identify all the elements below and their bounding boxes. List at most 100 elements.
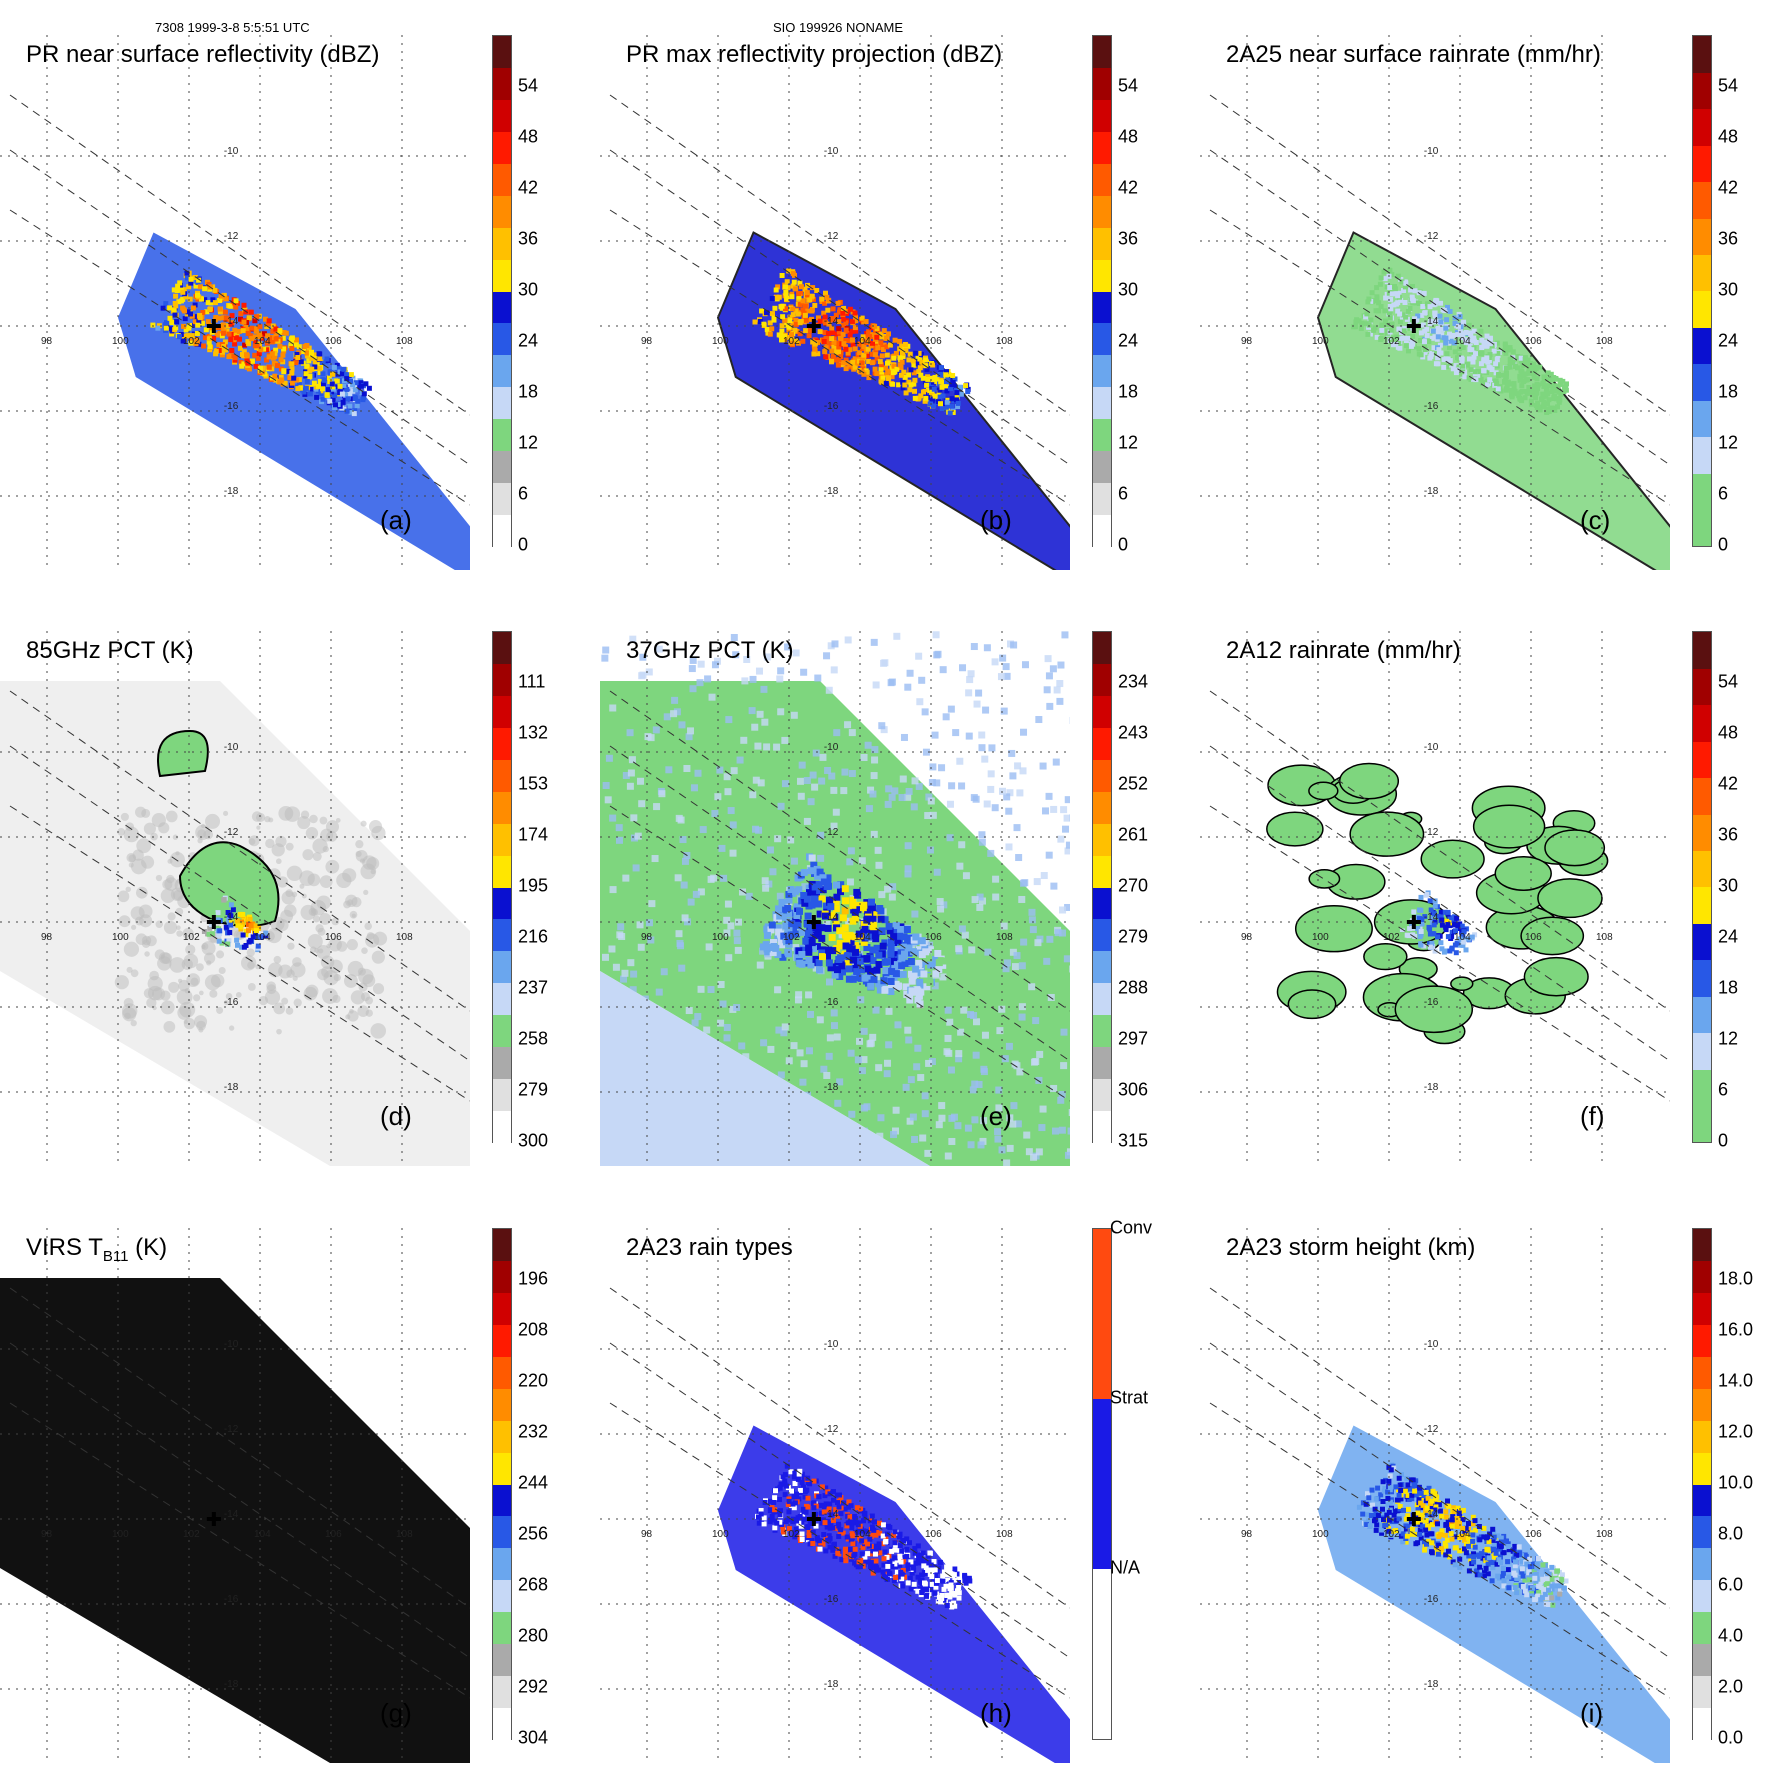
colorbar-tick: 0.0: [1718, 1728, 1743, 1749]
lat-label: -10: [824, 1339, 838, 1350]
lon-label: 102: [183, 336, 200, 347]
colorbar-tick: 234: [1118, 672, 1148, 693]
colorbar-tick: 244: [518, 1473, 548, 1494]
lat-label: -10: [1424, 146, 1438, 157]
colorbar-tick: 256: [518, 1524, 548, 1545]
lon-label: 104: [854, 336, 871, 347]
colorbar-i: [1692, 1228, 1712, 1740]
lon-label: 100: [112, 1529, 129, 1540]
panel-title: 85GHz PCT (K): [26, 637, 194, 665]
lat-label: -14: [1424, 316, 1438, 327]
colorbar-b: [1092, 35, 1112, 547]
lon-label: 100: [1312, 336, 1329, 347]
lon-label: 98: [641, 932, 652, 943]
colorbar-tick: 30: [518, 280, 538, 301]
panel-c: 98100102104106108-10-12-14-16-18-202A25 …: [1200, 35, 1771, 595]
lon-label: 108: [396, 1529, 413, 1540]
panel-e: 98100102104106108-10-12-14-16-18-2037GHz…: [600, 631, 1200, 1191]
lat-label: -14: [224, 912, 238, 923]
colorbar-tick: 36: [518, 229, 538, 250]
lat-label: -12: [224, 231, 238, 242]
lat-label: -16: [1424, 997, 1438, 1008]
lon-label: 100: [1312, 932, 1329, 943]
colorbar-tick: 280: [518, 1626, 548, 1647]
lon-label: 104: [254, 1529, 271, 1540]
colorbar-tick: Strat: [1110, 1388, 1148, 1409]
lon-label: 106: [925, 1529, 942, 1540]
colorbar-tick: 208: [518, 1320, 548, 1341]
colorbar-tick: 12: [1118, 433, 1138, 454]
lon-label: 102: [183, 1529, 200, 1540]
colorbar-tick: 216: [518, 927, 548, 948]
lat-label: -18: [224, 1082, 238, 1093]
lon-label: 100: [112, 932, 129, 943]
colorbar-tick: 279: [518, 1080, 548, 1101]
lat-label: -16: [824, 401, 838, 412]
colorbar-e: [1092, 631, 1112, 1143]
colorbar-tick: 18: [1718, 382, 1738, 403]
colorbar-tick: 132: [518, 723, 548, 744]
lat-label: -14: [1424, 912, 1438, 923]
colorbar-tick: 42: [1118, 178, 1138, 199]
colorbar-tick: 270: [1118, 876, 1148, 897]
lat-label: -14: [824, 1509, 838, 1520]
lat-label: -18: [824, 1679, 838, 1690]
lon-label: 106: [925, 336, 942, 347]
colorbar-tick: 0: [518, 535, 528, 556]
colorbar-tick: 0: [1118, 535, 1128, 556]
colorbar-tick: 6: [518, 484, 528, 505]
lon-label: 108: [396, 932, 413, 943]
panel-title: PR max reflectivity projection (dBZ): [626, 41, 1002, 69]
colorbar-tick: 0: [1718, 1131, 1728, 1152]
colorbar-tick: 36: [1118, 229, 1138, 250]
colorbar-tick: 24: [1718, 927, 1738, 948]
lat-label: -16: [224, 997, 238, 1008]
colorbar-tick: 36: [1718, 229, 1738, 250]
lon-label: 108: [1596, 336, 1613, 347]
lat-label: -18: [224, 1679, 238, 1690]
lon-label: 104: [254, 932, 271, 943]
colorbar-h: [1092, 1228, 1112, 1740]
colorbar-tick: 243: [1118, 723, 1148, 744]
lon-label: 102: [1383, 1529, 1400, 1540]
lon-label: 104: [1454, 1529, 1471, 1540]
panel-letter: (i): [1580, 1698, 1603, 1729]
lat-label: -14: [824, 316, 838, 327]
lon-label: 104: [1454, 336, 1471, 347]
lon-label: 108: [1596, 1529, 1613, 1540]
colorbar-tick: 48: [518, 127, 538, 148]
lon-label: 106: [925, 932, 942, 943]
colorbar-tick: 292: [518, 1677, 548, 1698]
colorbar-g: [492, 1228, 512, 1740]
panel-d: 98100102104106108-10-12-14-16-18-2085GHz…: [0, 631, 600, 1191]
colorbar-tick: 4.0: [1718, 1626, 1743, 1647]
lat-label: -14: [224, 1509, 238, 1520]
colorbar-tick: 111: [518, 672, 545, 693]
colorbar-tick: 12: [518, 433, 538, 454]
colorbar-tick: 24: [518, 331, 538, 352]
lon-label: 102: [1383, 336, 1400, 347]
colorbar-tick: 54: [1718, 672, 1738, 693]
lat-label: -10: [224, 1339, 238, 1350]
lon-label: 100: [712, 1529, 729, 1540]
colorbar-tick: 36: [1718, 825, 1738, 846]
colorbar-tick: 6.0: [1718, 1575, 1743, 1596]
colorbar-d: [492, 631, 512, 1143]
lat-label: -10: [1424, 1339, 1438, 1350]
panel-title: PR near surface reflectivity (dBZ): [26, 41, 379, 69]
panel-letter: (b): [980, 505, 1012, 536]
panel-letter: (d): [380, 1101, 412, 1132]
lat-label: -12: [1424, 827, 1438, 838]
colorbar-a: [492, 35, 512, 547]
lat-label: -16: [1424, 401, 1438, 412]
lat-label: -18: [224, 486, 238, 497]
colorbar-tick: 297: [1118, 1029, 1148, 1050]
colorbar-tick: 12: [1718, 1029, 1738, 1050]
colorbar-tick: 24: [1718, 331, 1738, 352]
